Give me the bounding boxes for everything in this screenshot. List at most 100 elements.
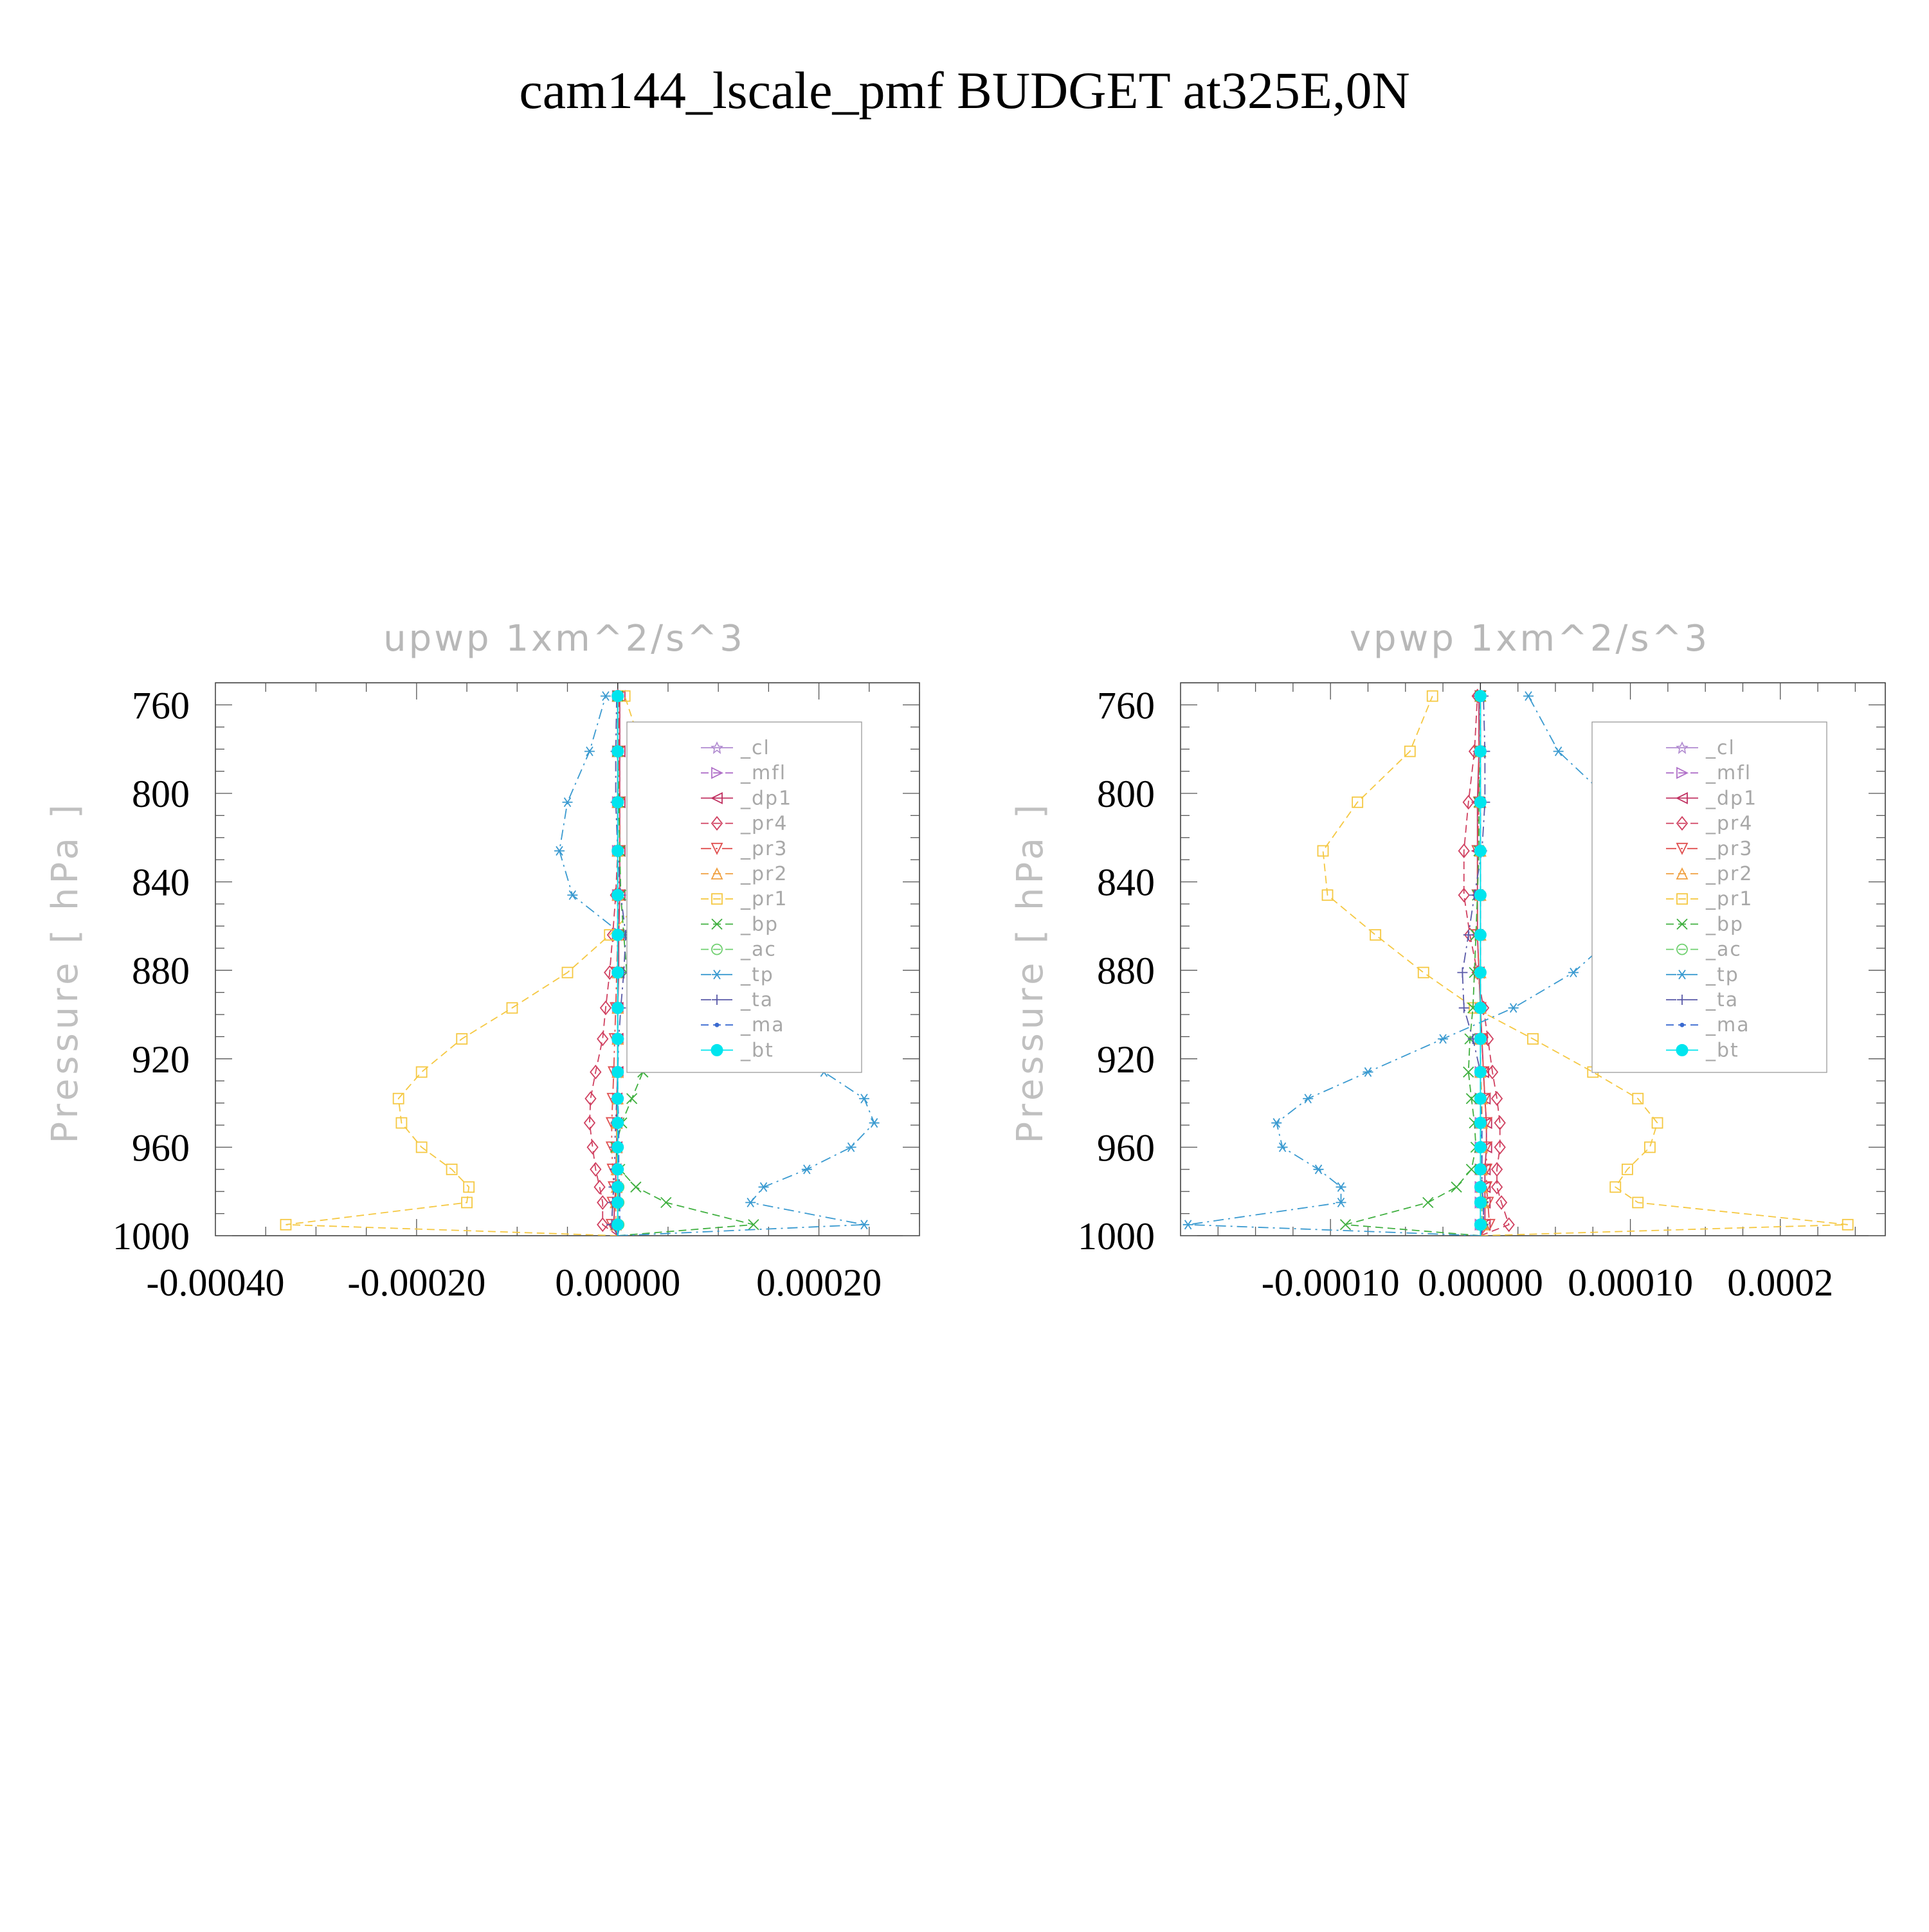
data-point-ta (1463, 930, 1474, 941)
data-point-pr1 (456, 1033, 468, 1045)
data-point-pr1 (415, 1066, 428, 1078)
x-tick-label: 0.00000 (555, 1261, 680, 1304)
data-point-pr1 (561, 966, 574, 979)
legend-box (1591, 721, 1827, 1073)
data-point-tp (1303, 1094, 1314, 1104)
legend-swatch-marker-ta (1677, 995, 1687, 1005)
legend-label-pr4: _pr4 (1705, 813, 1753, 835)
y-tick-label: 1000 (113, 1215, 190, 1258)
data-point-pr1 (1622, 1163, 1633, 1175)
data-point-pr1 (1317, 845, 1329, 857)
data-point-bt (1474, 1196, 1487, 1209)
legend-swatch-marker-ma (1680, 1022, 1685, 1027)
data-point-bt (611, 889, 624, 901)
data-point-pr4 (1490, 1179, 1503, 1195)
legend-box (626, 721, 862, 1073)
legend-label-cl: _cl (1705, 737, 1735, 759)
data-point-pr1 (1352, 796, 1364, 808)
data-point-tp (745, 1197, 756, 1207)
legend-label-pr3: _pr3 (1705, 838, 1753, 860)
data-point-bp (630, 1181, 642, 1193)
data-point-pr1 (392, 1092, 404, 1105)
data-point-tp (869, 1118, 880, 1128)
data-point-bt (1474, 1218, 1487, 1231)
data-point-bt (1474, 796, 1487, 809)
data-point-tp (1336, 1182, 1346, 1192)
legend-swatch-marker-cl (711, 741, 723, 754)
series-line-tp (1188, 696, 1654, 1236)
legend: _cl _mfl _dp1 _pr4 _pr3 _pr2 _pr1 _bp _ac _tp _ta _… (1591, 721, 1827, 1073)
legend-swatch-marker-bt (1676, 1043, 1689, 1056)
legend-swatch-marker-pr1 (711, 893, 723, 905)
data-point-pr1 (461, 1196, 473, 1209)
data-point-tp (858, 1220, 869, 1230)
legend-label-pr4: _pr4 (740, 813, 788, 835)
data-point-tp (1363, 1067, 1373, 1077)
data-point-ta (1457, 967, 1468, 978)
data-point-tp (1568, 968, 1579, 978)
legend-swatch-marker-pr2 (1676, 867, 1689, 880)
data-point-tp (1508, 1003, 1519, 1013)
data-point-tp (758, 1182, 769, 1192)
data-point-pr4 (599, 1000, 612, 1016)
legend-swatch-marker-ac (1676, 943, 1688, 955)
data-point-bp (1339, 1219, 1352, 1231)
data-point-bt (611, 1163, 624, 1176)
data-point-tp (554, 845, 565, 856)
data-point-bp (748, 1219, 759, 1231)
data-point-bt (611, 844, 624, 857)
y-axis-label: Pressure [ hPa ] (44, 800, 86, 1143)
y-tick-label: 960 (132, 1126, 190, 1169)
data-point-pr4 (586, 1139, 599, 1155)
data-point-bt (611, 1218, 624, 1231)
data-point-pr4 (1494, 1139, 1506, 1155)
legend-label-bt: _bt (1705, 1039, 1739, 1061)
data-point-bt (1474, 1092, 1487, 1105)
y-tick-label: 800 (1097, 773, 1155, 815)
data-point-tp (1313, 1164, 1324, 1175)
data-point-pr4 (1490, 1162, 1503, 1177)
series-line-pr1 (1322, 696, 1848, 1236)
y-tick-label: 1000 (1078, 1215, 1155, 1258)
legend-swatch-marker-ac (711, 943, 723, 955)
data-point-tp (600, 691, 611, 701)
legend-label-bt: _bt (740, 1039, 774, 1061)
data-point-pr1 (1632, 1092, 1644, 1105)
data-point-pr4 (1490, 1091, 1503, 1106)
data-point-tp (567, 890, 578, 900)
legend-swatch-marker-pr2 (711, 867, 723, 880)
x-tick-label: 0.00000 (1418, 1261, 1543, 1304)
legend-label-dp1: _dp1 (1705, 787, 1757, 809)
data-point-tp (1553, 746, 1564, 757)
y-tick-label: 920 (1097, 1038, 1155, 1081)
series-line-bp (1345, 696, 1481, 1236)
data-point-bt (611, 1117, 624, 1130)
plot-frame (1180, 682, 1886, 1236)
data-point-bt (611, 796, 624, 809)
data-point-bt (611, 1033, 624, 1045)
figure-title: cam144_lscale_pmf BUDGET at325E,0N (519, 61, 1409, 120)
data-point-tp (584, 746, 595, 757)
legend-label-mfl: _mfl (740, 762, 786, 784)
series-line-pr3 (1476, 696, 1490, 1236)
data-point-pr4 (590, 1064, 602, 1079)
data-point-tp (1336, 1197, 1346, 1207)
x-tick-label: -0.00040 (147, 1261, 285, 1304)
data-point-bt (1474, 928, 1487, 941)
data-point-pr4 (597, 1031, 609, 1047)
data-point-pr1 (1632, 1196, 1644, 1209)
data-point-bt (1474, 745, 1487, 758)
legend-swatch-marker-bp (1676, 918, 1688, 930)
panel-title: vpwp 1xm^2/s^3 (1350, 618, 1710, 660)
legend-label-ta: _ta (740, 989, 774, 1011)
panel-title: upwp 1xm^2/s^3 (383, 618, 745, 660)
legend-swatch-marker-pr1 (1676, 893, 1688, 905)
data-point-bp (1422, 1196, 1434, 1209)
data-point-tp (1277, 1142, 1288, 1152)
legend-swatch-marker-dp1 (1675, 791, 1688, 804)
data-point-bp (660, 1196, 672, 1209)
data-point-bt (1474, 1065, 1487, 1078)
data-point-pr1 (463, 1181, 475, 1193)
data-point-tp (846, 1142, 856, 1152)
